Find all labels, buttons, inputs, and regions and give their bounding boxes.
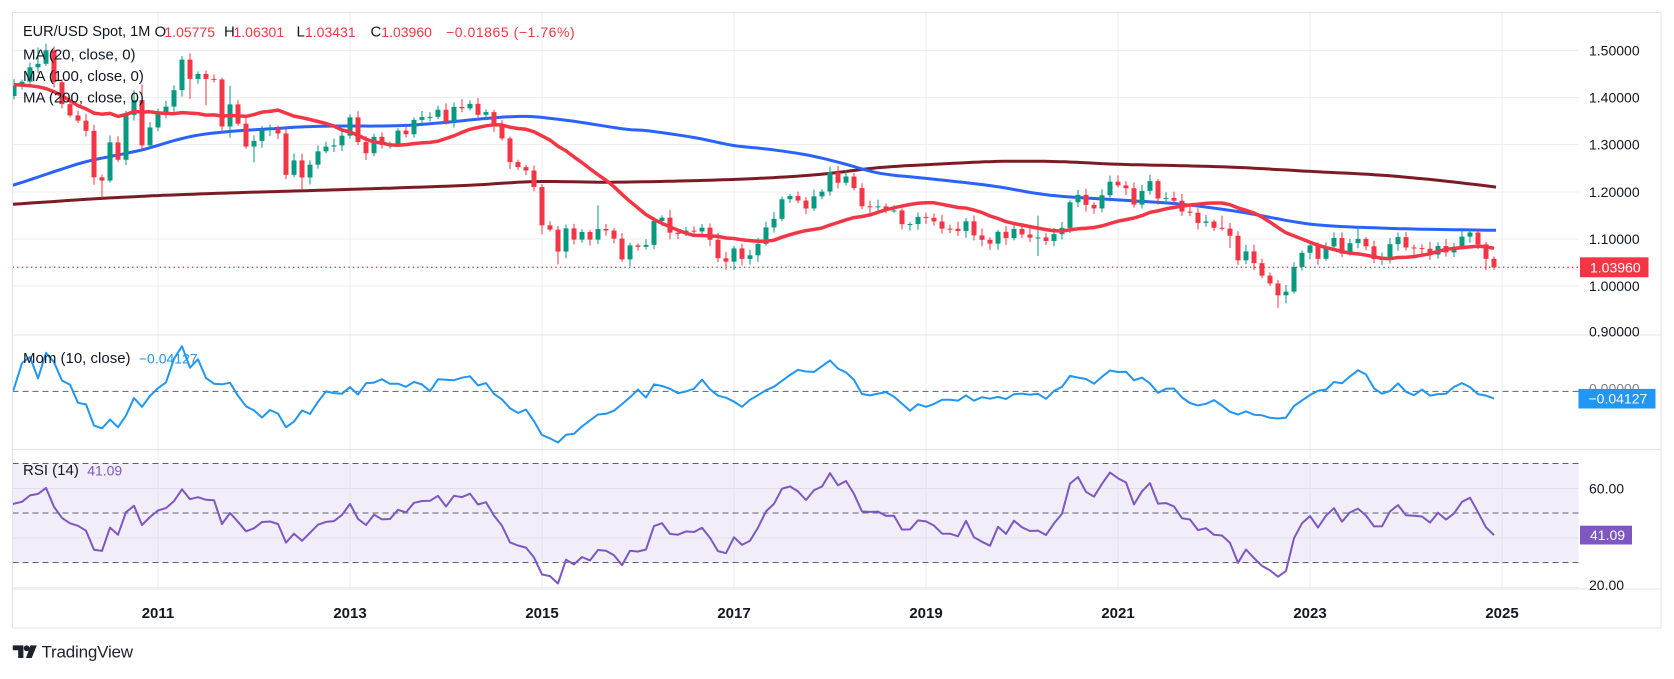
svg-text:−0.01865 (−1.76%): −0.01865 (−1.76%) [446,24,575,40]
svg-text:1.03431: 1.03431 [305,24,356,40]
svg-text:1.03960: 1.03960 [381,24,432,40]
svg-text:−0.04127: −0.04127 [1589,391,1648,407]
svg-text:MA (20, close, 0): MA (20, close, 0) [23,47,136,64]
svg-text:O: O [155,24,167,41]
svg-text:1.50000: 1.50000 [1589,43,1640,59]
svg-text:Mom (10, close) −0.04127: Mom (10, close) −0.04127 [23,350,198,367]
svg-text:2017: 2017 [717,605,750,622]
svg-text:RSI (14) 41.09: RSI (14) 41.09 [23,462,122,479]
svg-text:60.00: 60.00 [1589,480,1624,496]
svg-text:MA (100, close, 0): MA (100, close, 0) [23,68,144,85]
svg-text:L: L [297,24,305,41]
svg-text:2025: 2025 [1485,605,1518,622]
svg-text:1.06301: 1.06301 [234,24,285,40]
svg-text:2011: 2011 [142,605,175,622]
svg-text:2023: 2023 [1293,605,1326,622]
svg-text:C: C [371,24,382,41]
svg-text:TradingView: TradingView [42,642,134,661]
svg-text:H: H [224,24,235,41]
svg-text:MA (200, close, 0): MA (200, close, 0) [23,90,144,107]
svg-text:0.90000: 0.90000 [1589,324,1640,340]
svg-text:2013: 2013 [333,605,366,622]
svg-text:2015: 2015 [525,605,558,622]
svg-text:1.20000: 1.20000 [1589,184,1640,200]
svg-text:1.10000: 1.10000 [1589,231,1640,247]
svg-text:1.40000: 1.40000 [1589,90,1640,106]
svg-text:2021: 2021 [1101,605,1134,622]
svg-text:20.00: 20.00 [1589,577,1624,593]
svg-text:2019: 2019 [909,605,942,622]
svg-text:EUR/USD Spot, 1M: EUR/USD Spot, 1M [23,24,150,40]
svg-text:1.03960: 1.03960 [1590,259,1641,275]
svg-text:41.09: 41.09 [1590,527,1625,543]
svg-text:1.30000: 1.30000 [1589,137,1640,153]
svg-text:1.00000: 1.00000 [1589,278,1640,294]
svg-text:1.05775: 1.05775 [164,24,215,40]
